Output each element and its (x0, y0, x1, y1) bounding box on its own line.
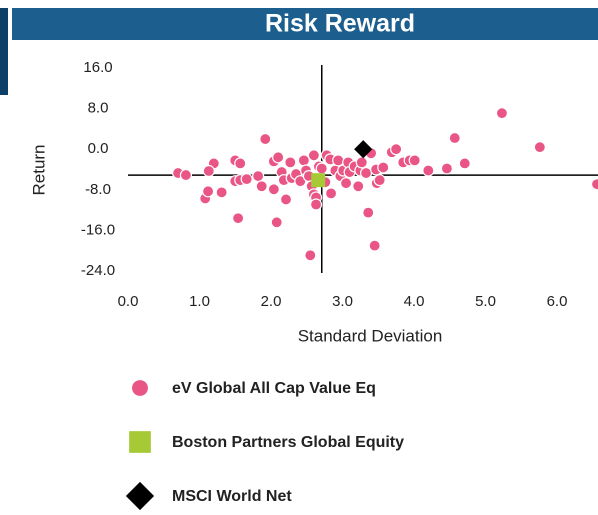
legend-label: eV Global All Cap Value Eq (172, 380, 376, 397)
point (352, 180, 365, 193)
point (355, 156, 368, 169)
point (448, 131, 461, 145)
side-strip (0, 8, 8, 95)
point (255, 180, 268, 193)
point (440, 162, 453, 175)
point (201, 185, 215, 198)
x-tick-label: 4.0 (404, 293, 425, 310)
x-axis-label: Standard Deviation (298, 326, 443, 345)
y-tick-label: -16.0 (81, 221, 115, 238)
point (179, 168, 193, 182)
point (267, 183, 280, 196)
point (422, 164, 435, 177)
point (284, 156, 297, 169)
x-tick-label: 0.0 (118, 293, 139, 310)
x-tick-label: 5.0 (475, 293, 496, 310)
legend-marker (129, 431, 151, 453)
point (315, 162, 328, 175)
point (339, 177, 353, 190)
point (590, 178, 598, 191)
point (324, 187, 338, 200)
point (495, 107, 509, 120)
point (259, 132, 272, 146)
point (240, 173, 253, 186)
legend-label: Boston Partners Global Equity (172, 434, 404, 451)
x-tick-label: 6.0 (547, 293, 568, 310)
point (362, 206, 375, 219)
y-tick-label: 16.0 (83, 59, 112, 76)
point (390, 143, 403, 156)
legend-marker (130, 378, 150, 398)
point (252, 169, 265, 183)
point (234, 157, 247, 170)
y-tick-label: -8.0 (85, 181, 111, 198)
point (359, 166, 373, 180)
point (354, 140, 373, 159)
title-bar (12, 8, 598, 40)
y-tick-label: -24.0 (81, 262, 115, 279)
legend-label: MSCI World Net (172, 488, 292, 505)
point (202, 164, 215, 178)
point (215, 186, 228, 199)
legend-marker (125, 481, 155, 511)
x-tick-label: 1.0 (189, 293, 210, 310)
point (297, 154, 310, 167)
y-tick-label: 8.0 (88, 100, 109, 117)
point (311, 173, 326, 188)
point (304, 249, 317, 262)
point (307, 149, 320, 162)
point (458, 157, 471, 170)
point (408, 154, 421, 167)
x-tick-label: 3.0 (332, 293, 353, 310)
point (272, 151, 285, 164)
chart-title: Risk Reward (265, 10, 415, 38)
point (368, 239, 381, 252)
y-axis-label: Return (29, 144, 48, 195)
x-tick-label: 2.0 (261, 293, 282, 310)
point (232, 212, 245, 225)
point (373, 174, 386, 187)
point (332, 154, 345, 167)
point (309, 198, 323, 211)
point (279, 193, 293, 206)
y-tick-label: 0.0 (88, 140, 109, 157)
point (270, 216, 283, 229)
point (533, 141, 546, 154)
point (377, 161, 390, 174)
